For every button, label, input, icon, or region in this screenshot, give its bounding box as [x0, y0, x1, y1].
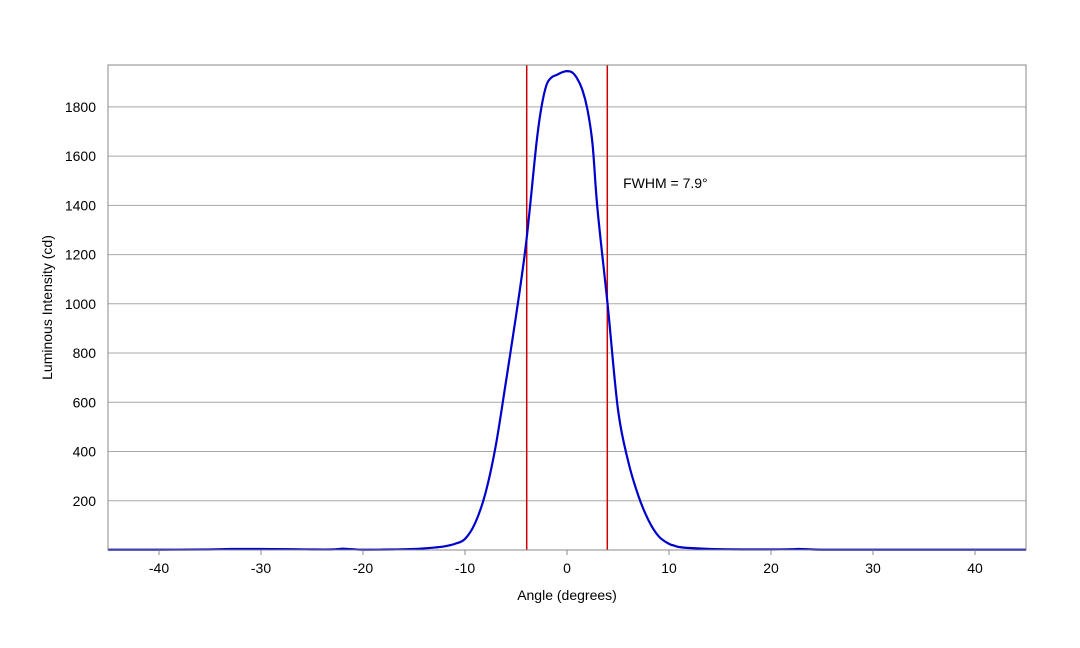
y-axis-title: Luminous Intensity (cd): [39, 235, 55, 380]
x-tick-label: -40: [149, 560, 169, 576]
plot-area: [107, 64, 1027, 551]
intensity-series-line: [107, 70, 1026, 551]
y-tick-label: 600: [73, 394, 97, 410]
x-tick-label: 30: [865, 560, 881, 576]
gridlines: [108, 106, 1026, 502]
series-layer: [107, 70, 1026, 551]
y-tick-label: 1000: [65, 296, 96, 312]
y-tick-label: 200: [73, 493, 97, 509]
x-tick-label: -20: [353, 560, 373, 576]
y-tick-label: 1400: [65, 197, 96, 213]
x-axis-title: Angle (degrees): [517, 587, 617, 603]
x-tick-label: 10: [661, 560, 677, 576]
fwhm-annotation: FWHM = 7.9°: [623, 175, 708, 191]
y-tick-label: 400: [73, 444, 97, 460]
x-tick-label: 20: [763, 560, 779, 576]
x-tick-label: 40: [967, 560, 983, 576]
y-tick-label: 800: [73, 345, 97, 361]
fwhm-markers: [525, 65, 609, 550]
x-tick-label: 0: [563, 560, 571, 576]
y-tick-label: 1200: [65, 247, 96, 263]
y-tick-label: 1600: [65, 148, 96, 164]
x-tick-label: -10: [455, 560, 475, 576]
x-tick-label: -30: [251, 560, 271, 576]
y-tick-label: 1800: [65, 99, 96, 115]
